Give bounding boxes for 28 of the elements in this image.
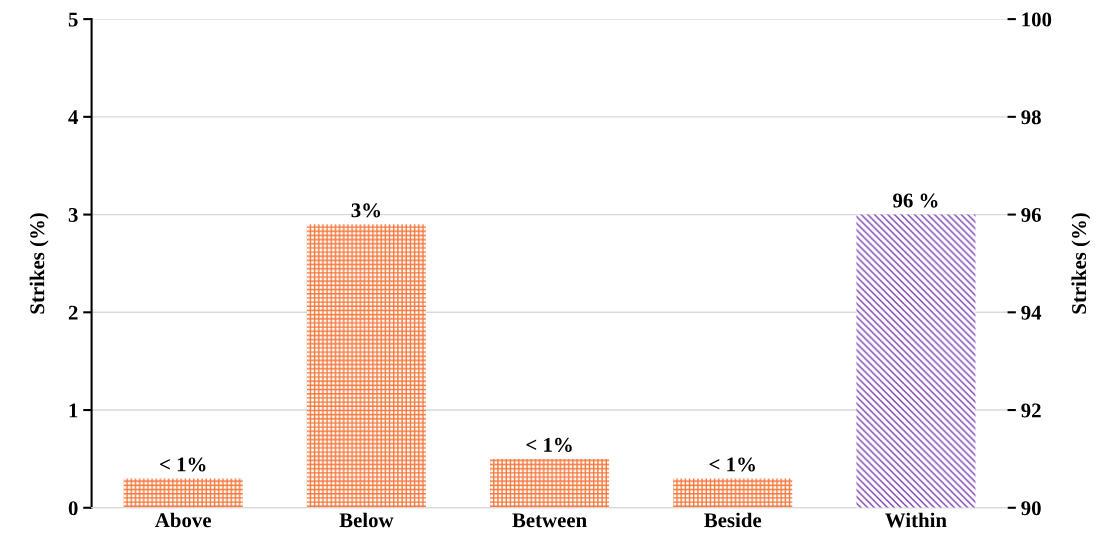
y-tick-label: 5 xyxy=(68,12,78,27)
y2-tick-label: 92 xyxy=(1021,403,1041,418)
y-axis-title: Strikes (%) xyxy=(29,213,49,314)
y-tick-label: 3 xyxy=(68,208,78,223)
x-tick-label: Between xyxy=(512,513,587,528)
y-tick-label: 4 xyxy=(68,110,79,125)
y2-tick-label: 98 xyxy=(1021,110,1041,125)
data-label: < 1% xyxy=(526,437,572,452)
data-label: 3% xyxy=(351,203,381,218)
data-label: < 1% xyxy=(160,457,206,472)
data-label: < 1% xyxy=(709,457,755,472)
data-label: 96 % xyxy=(893,193,938,208)
y-tick-label: 2 xyxy=(68,305,78,320)
y2-tick-label: 100 xyxy=(1022,12,1052,27)
bar xyxy=(123,478,243,508)
y-tick-label: 1 xyxy=(69,403,78,418)
bar xyxy=(490,458,610,508)
x-tick-label: Above xyxy=(155,512,211,528)
y2-tick-label: 94 xyxy=(1021,305,1042,320)
bar xyxy=(306,224,426,508)
x-tick-label: Within xyxy=(885,512,947,528)
y2-tick-label: 96 xyxy=(1021,208,1041,223)
x-tick-label: Below xyxy=(339,512,394,528)
bar xyxy=(673,478,793,508)
y-tick-label: 0 xyxy=(68,501,78,516)
y2-tick-label: 90 xyxy=(1021,501,1041,516)
y2-axis-title: Strikes (%) xyxy=(1071,213,1091,314)
x-tick-label: Beside xyxy=(704,512,762,528)
